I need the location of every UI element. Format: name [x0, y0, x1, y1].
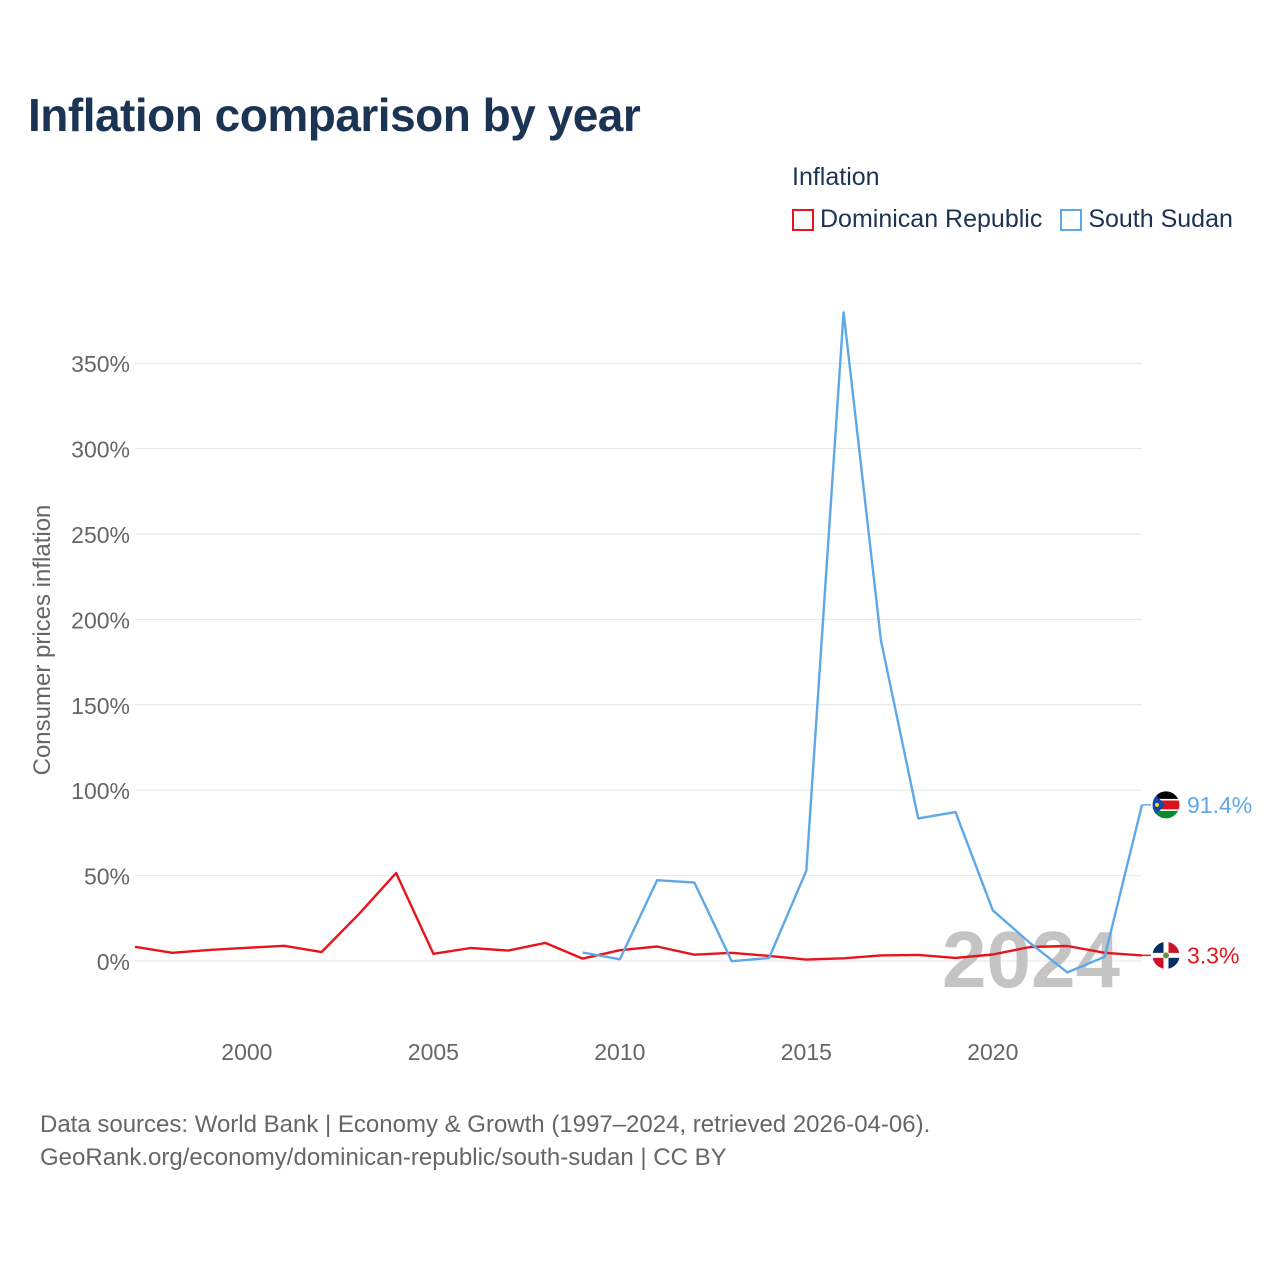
series-lines: [134, 311, 1144, 974]
chart-title: Inflation comparison by year: [28, 89, 641, 141]
source-line-2[interactable]: GeoRank.org/economy/dominican-republic/s…: [40, 1144, 727, 1171]
y-tick-label: 50%: [84, 864, 130, 890]
x-tick-label: 2000: [221, 1039, 272, 1065]
legend-title: Inflation: [792, 163, 880, 191]
y-tick-label: 0%: [97, 949, 130, 975]
y-axis-label: Consumer prices inflation: [29, 505, 56, 776]
source-note: Data sources: World Bank | Economy & Gro…: [40, 1108, 930, 1174]
flag-icon-south-sudan: [1151, 790, 1181, 820]
y-tick-label: 250%: [71, 522, 130, 548]
y-axis-ticks: 0% 50% 100% 150% 200% 250% 300% 350%: [71, 351, 130, 975]
x-tick-label: 2020: [967, 1039, 1018, 1065]
y-tick-label: 350%: [71, 351, 130, 377]
end-value-label-dominican-republic: 3.3%: [1187, 942, 1239, 968]
legend-swatch-dominican-republic: [792, 208, 814, 231]
year-watermark: 2024: [942, 915, 1120, 1004]
series-line-dominican-republic: [134, 871, 1143, 961]
y-tick-label: 200%: [71, 607, 130, 633]
line-chart: 0%50%100%150%200%250%300%350% 2000 2005 20…: [29, 311, 1252, 1065]
legend-label-south-sudan: South Sudan: [1088, 205, 1233, 233]
legend-item-dominican-republic[interactable]: Dominican Republic: [792, 205, 1042, 234]
gridlines: [135, 362, 1142, 962]
legend-label-dominican-republic: Dominican Republic: [820, 205, 1043, 233]
legend-swatch-south-sudan: [1060, 208, 1083, 231]
x-tick-label: 2015: [781, 1039, 832, 1065]
x-tick-label: 2010: [594, 1039, 645, 1065]
legend-item-south-sudan[interactable]: South Sudan: [1060, 205, 1233, 234]
source-line-1: Data sources: World Bank | Economy & Gro…: [40, 1111, 931, 1138]
end-value-label-south-sudan: 91.4%: [1187, 792, 1252, 818]
flag-icon-dominican-republic: [1151, 940, 1181, 970]
y-tick-label: 150%: [71, 693, 130, 719]
y-tick-label: 300%: [71, 437, 130, 463]
series-end-markers: 3.3% 91.4%: [1142, 790, 1252, 970]
y-tick-label: 100%: [71, 778, 130, 804]
legend: Dominican Republic South Sudan: [792, 205, 1233, 234]
x-tick-label: 2005: [408, 1039, 459, 1065]
x-axis-ticks: 2000 2005 2010 2015 2020: [221, 1039, 1018, 1065]
series-line-south-sudan: [582, 311, 1144, 974]
